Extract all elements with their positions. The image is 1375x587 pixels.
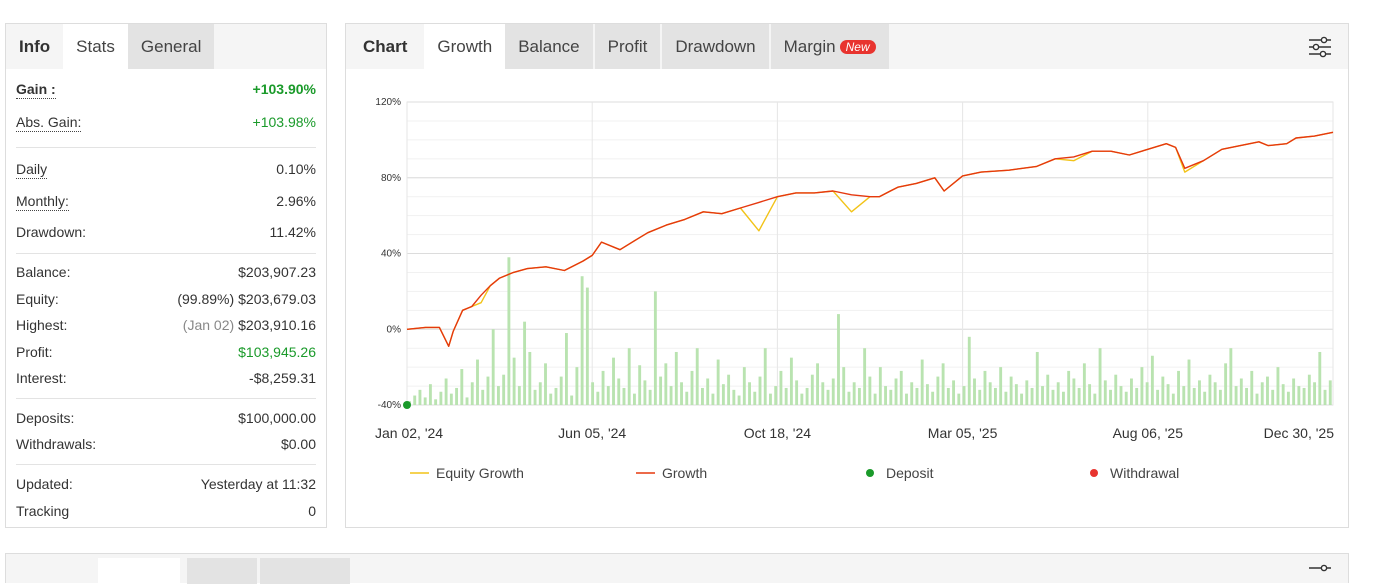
tab-general[interactable]: General [127, 24, 215, 69]
new-badge: New [839, 39, 876, 54]
drawdown-label: Drawdown: [16, 224, 87, 240]
balance-label: Balance: [16, 264, 71, 280]
tab-growth[interactable]: Growth [424, 24, 506, 69]
equity-value: $203,679.03 [238, 291, 316, 307]
divider [16, 253, 316, 254]
equity-label: Equity: [16, 291, 59, 307]
equity-row: Equity: (99.89%) $203,679.03 [16, 290, 316, 308]
tab-info[interactable]: Info [19, 37, 51, 56]
divider [16, 147, 316, 148]
profit-label: Profit: [16, 344, 53, 360]
equity-value-group: (99.89%) $203,679.03 [177, 290, 316, 308]
sliders-icon[interactable] [1308, 35, 1332, 59]
balance-value: $203,907.23 [238, 264, 316, 280]
tab-balance[interactable]: Balance [505, 24, 593, 69]
interest-row: Interest: -$8,259.31 [16, 369, 316, 387]
gain-row: Gain : +103.90% [16, 80, 316, 99]
daily-label[interactable]: Daily [16, 161, 48, 179]
tracking-row: Tracking 0 [16, 502, 316, 520]
deposits-value: $100,000.00 [238, 410, 316, 426]
equity-percent: (99.89%) [177, 291, 235, 307]
deposits-row: Deposits: $100,000.00 [16, 409, 316, 427]
updated-label: Updated: [16, 476, 73, 492]
highest-value: $203,910.16 [238, 317, 316, 333]
drawdown-row: Drawdown: 11.42% [16, 223, 316, 241]
tab-margin[interactable]: Margin New [770, 24, 889, 69]
lower-panel-left [5, 553, 1349, 584]
abs-gain-row: Abs. Gain: +103.98% [16, 113, 316, 132]
tracking-label: Tracking [16, 503, 70, 519]
updated-value: Yesterday at 11:32 [200, 476, 316, 492]
interest-label: Interest: [16, 370, 67, 386]
daily-row: Daily 0.10% [16, 160, 316, 179]
sliders-icon[interactable] [1308, 563, 1332, 587]
tracking-value: 0 [308, 503, 316, 519]
stats-panel: Info Stats General Gain : +103.90% Abs. … [5, 23, 327, 528]
highest-label: Highest: [16, 317, 68, 333]
updated-row: Updated: Yesterday at 11:32 [16, 475, 316, 493]
monthly-value: 2.96% [276, 193, 316, 209]
divider [16, 398, 316, 399]
highest-row: Highest: (Jan 02) $203,910.16 [16, 316, 316, 334]
lower-tab-active [98, 558, 180, 584]
drawdown-value: 11.42% [269, 224, 316, 240]
tab-margin-label: Margin [783, 37, 836, 56]
lower-tab-grey [260, 558, 350, 584]
withdrawals-value: $0.00 [280, 436, 316, 452]
chart-tabs: Chart Growth Balance Profit Drawdown Mar… [346, 24, 1348, 69]
withdrawals-row: Withdrawals: $0.00 [16, 435, 316, 453]
tab-profit[interactable]: Profit [594, 24, 661, 69]
divider [16, 464, 316, 465]
tab-stats[interactable]: Stats [63, 24, 128, 69]
withdrawals-label: Withdrawals: [16, 436, 97, 452]
profit-row: Profit: $103,945.26 [16, 343, 316, 361]
lower-tab-grey [187, 558, 257, 584]
abs-gain-label[interactable]: Abs. Gain: [16, 114, 82, 132]
stats-tabs: Info Stats General [6, 24, 326, 69]
monthly-row: Monthly: 2.96% [16, 192, 316, 211]
monthly-label[interactable]: Monthly: [16, 193, 69, 211]
abs-gain-value: +103.98% [252, 114, 316, 130]
chart-title-tab: Chart [363, 37, 408, 56]
gain-value: +103.90% [252, 81, 316, 97]
deposits-label: Deposits: [16, 410, 75, 426]
gain-label[interactable]: Gain : [16, 81, 56, 99]
profit-value: $103,945.26 [238, 344, 316, 360]
tab-drawdown[interactable]: Drawdown [662, 24, 769, 69]
daily-value: 0.10% [276, 161, 316, 177]
highest-date: (Jan 02) [182, 317, 235, 333]
interest-value: -$8,259.31 [249, 370, 316, 386]
highest-value-group: (Jan 02) $203,910.16 [183, 316, 316, 334]
balance-row: Balance: $203,907.23 [16, 263, 316, 281]
chart-panel: Chart Growth Balance Profit Drawdown Mar… [345, 23, 1349, 528]
